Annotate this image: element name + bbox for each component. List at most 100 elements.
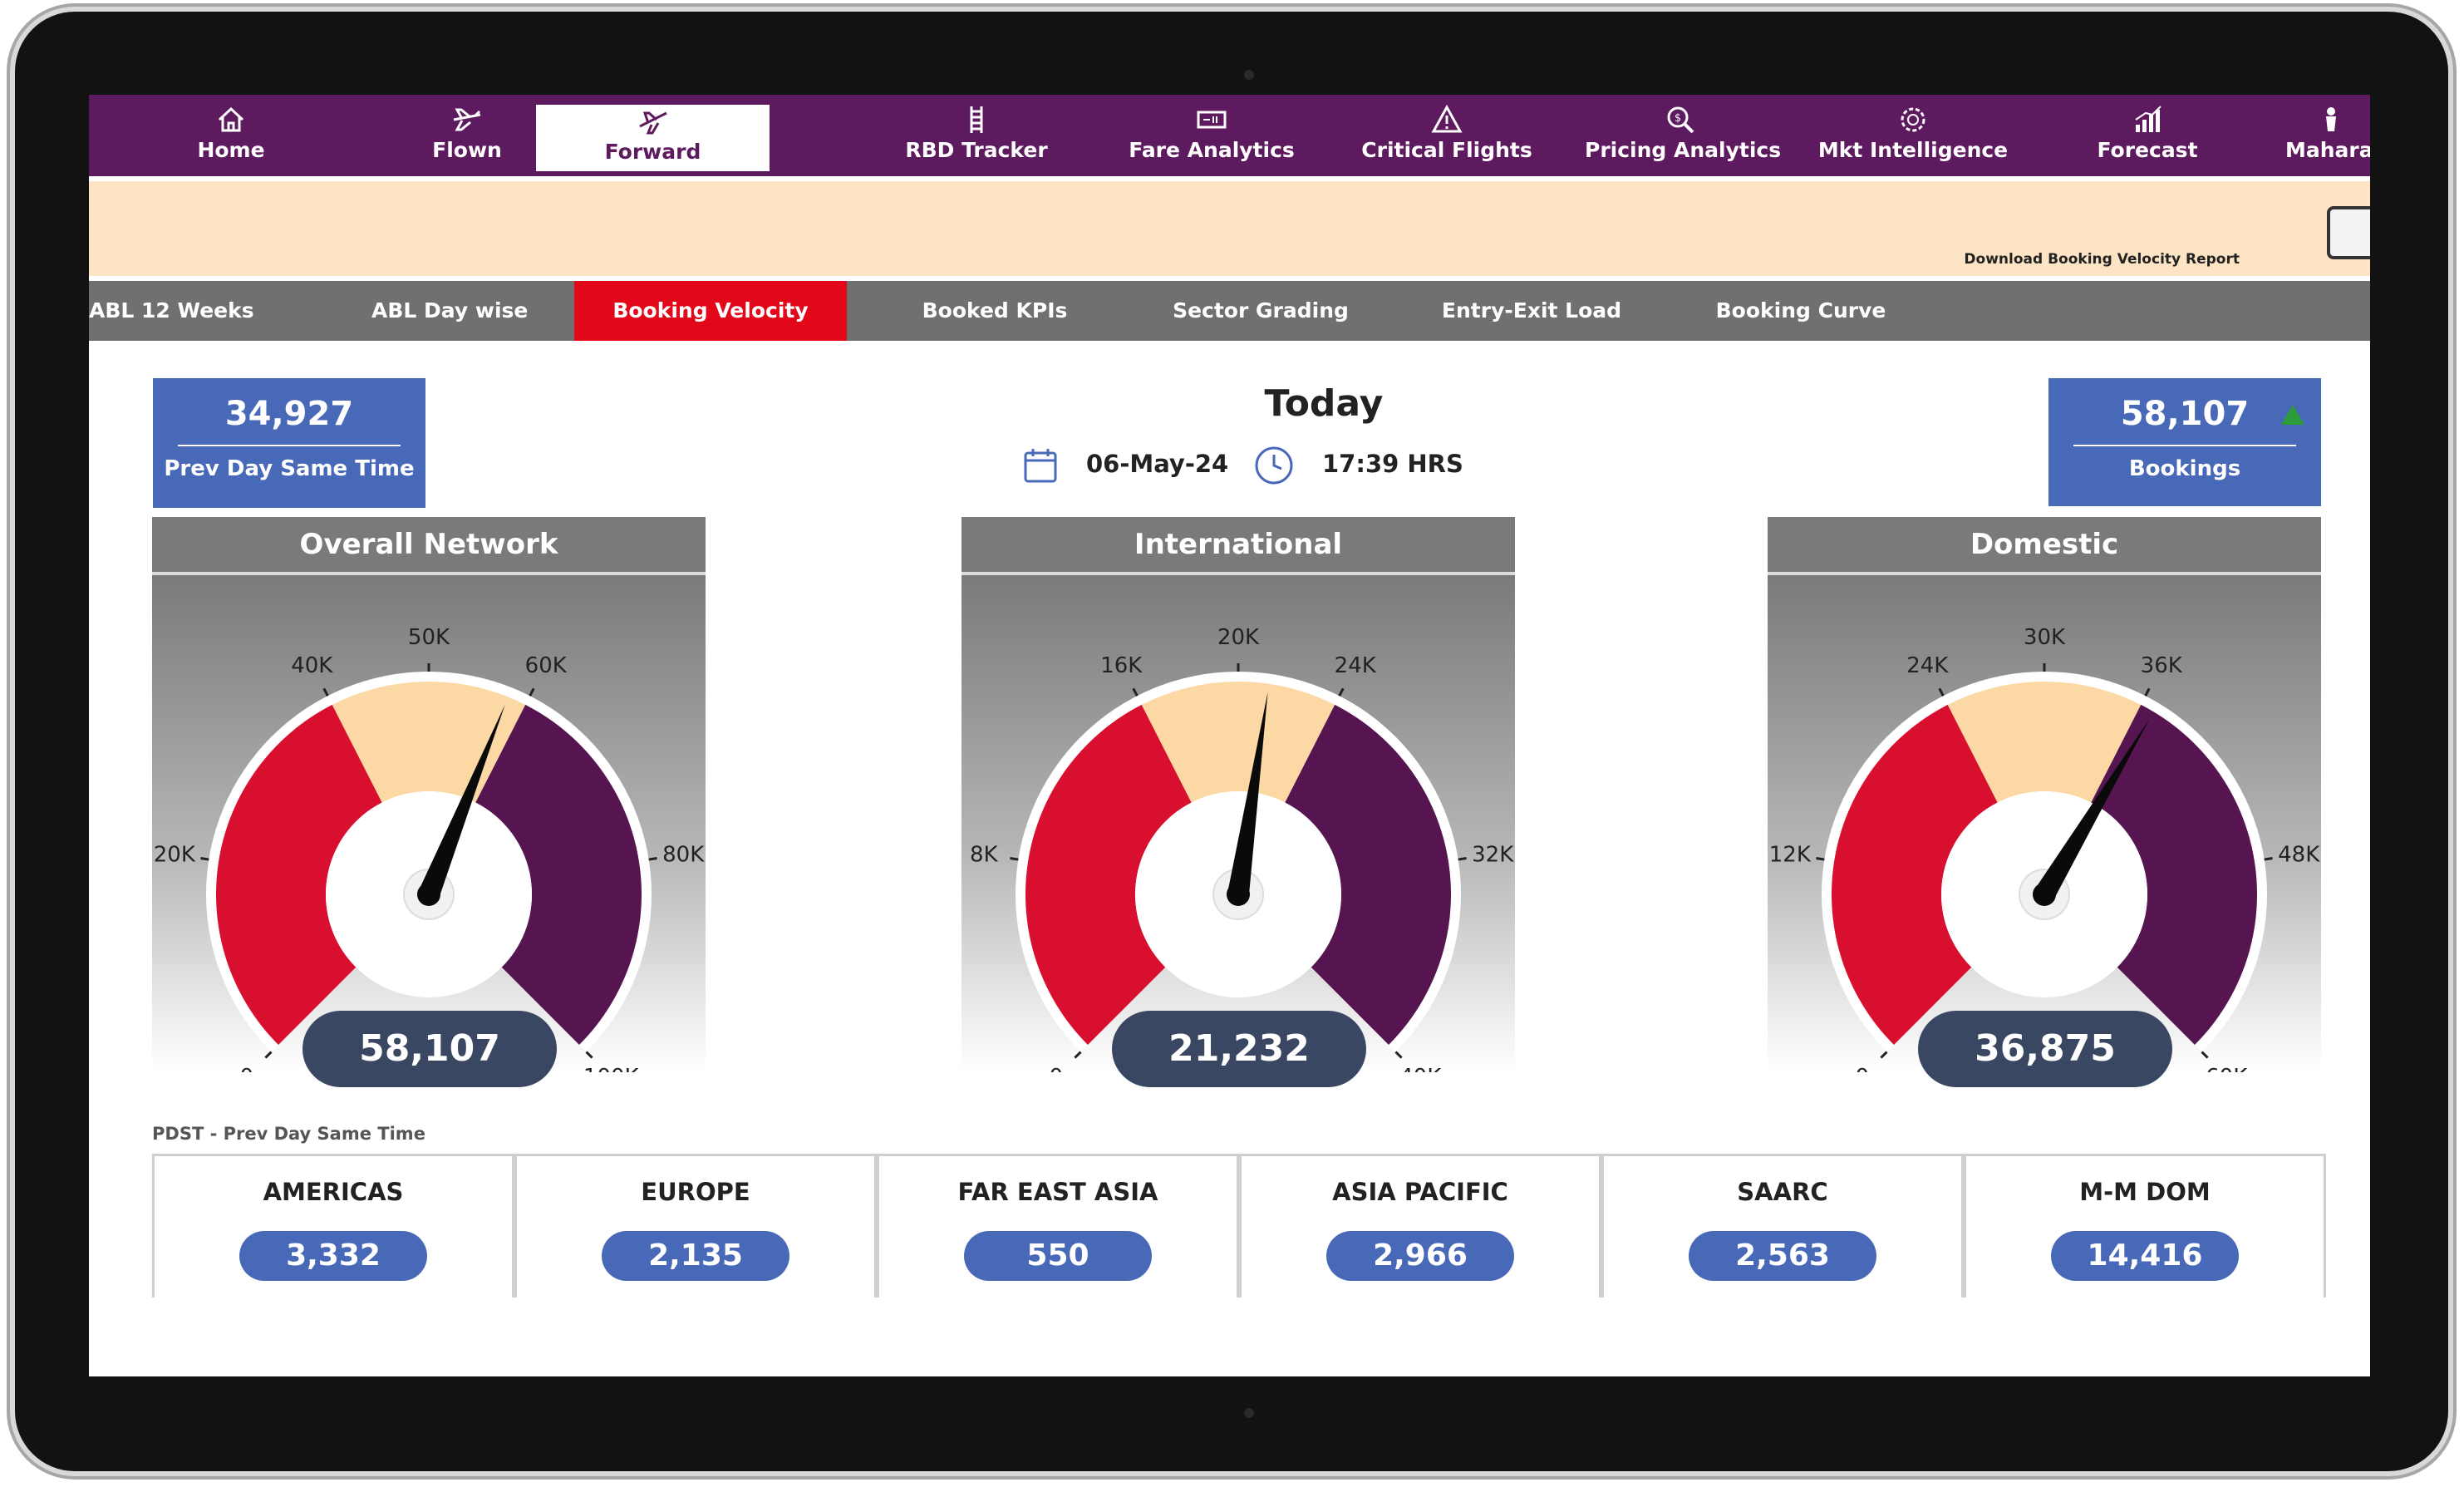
today-date: 06-May-24 [1086, 450, 1229, 478]
region-value: 3,332 [239, 1231, 427, 1281]
nav-fare-analytics-label: Fare Analytics [1129, 138, 1295, 162]
nav-flown[interactable]: Flown [371, 95, 563, 176]
region-name: M-M DOM [2079, 1178, 2211, 1206]
gauge-international: 0 8K 16K 20K 24K 32K 40K [962, 575, 1515, 1072]
ladder-icon [970, 106, 983, 133]
tab-booking-curve[interactable]: Booking Curve [1715, 298, 1886, 323]
gauge-overall-value: 58,107 [302, 1011, 557, 1087]
tab-entry-exit-load[interactable]: Entry-Exit Load [1441, 298, 1622, 323]
gauge-international-value: 21,232 [1112, 1011, 1366, 1087]
gauge-tick-label: 24K [1906, 653, 1949, 678]
gauge-tick-label: 8K [970, 843, 999, 868]
prev-day-label: Prev Day Same Time [164, 456, 415, 481]
gauge-band-low [1832, 704, 1998, 1046]
gauge-band-high [1285, 704, 1451, 1046]
gauge-tick [264, 1051, 273, 1059]
sensor-dot [1244, 1408, 1254, 1418]
gauge-band-mid [1947, 682, 2142, 803]
nav-pricing-analytics-label: Pricing Analytics [1585, 138, 1782, 162]
gauge-tick-label: 80K [662, 843, 705, 868]
download-report-link[interactable]: Download Booking Velocity Report [1964, 251, 2240, 268]
nav-flown-label: Flown [432, 138, 502, 162]
csv-download-icon[interactable] [2327, 206, 2370, 259]
region-name: AMERICAS [263, 1178, 404, 1206]
gauge-tick-label: 24K [1335, 653, 1377, 678]
nav-home[interactable]: Home [135, 95, 327, 176]
gauge-tick [200, 857, 209, 861]
gauge-needle-pivot [2033, 883, 2056, 906]
region-value: 14,416 [2051, 1231, 2239, 1281]
nav-fare-analytics[interactable]: Fare Analytics [1116, 95, 1307, 176]
gauge-tick [1458, 857, 1467, 861]
gauge-tick-label: 12K [1769, 843, 1812, 868]
region-card-europe: EUROPE 2,135 [514, 1154, 877, 1297]
gauge-tick-label: 20K [1217, 625, 1260, 650]
bookings-kpi-card: 58,107 Bookings [2048, 378, 2321, 506]
nav-forecast[interactable]: Forecast [2052, 95, 2243, 176]
nav-rbd-tracker[interactable]: RBD Tracker [881, 95, 1072, 176]
gauge-tick [1010, 857, 1019, 861]
gauge-tick-label: 20K [154, 843, 196, 868]
gauge-tick [648, 857, 657, 861]
gauge-needle [2034, 718, 2150, 900]
nav-critical-flights-label: Critical Flights [1361, 138, 1532, 162]
gauge-domestic-dial: 0 12K 24K 30K 36K 48K 60K [1769, 625, 2320, 1072]
tab-booked-kpis[interactable]: Booked KPIs [922, 298, 1068, 323]
gauge-tick [2201, 1051, 2209, 1059]
gauge-international-dial: 0 8K 16K 20K 24K 32K 40K [970, 625, 1514, 1072]
magnifier-dollar-icon: $ [1667, 106, 1694, 134]
nav-mkt-intelligence-label: Mkt Intelligence [1817, 138, 2009, 162]
region-card-far-east-asia: FAR EAST ASIA 550 [877, 1154, 1239, 1297]
gauge-tick [2264, 857, 2273, 861]
gauge-tick [2144, 687, 2151, 697]
plane-icon [453, 108, 481, 131]
tab-sector-grading[interactable]: Sector Grading [1173, 298, 1349, 323]
gauge-tick [1394, 1051, 1403, 1059]
region-name: FAR EAST ASIA [957, 1178, 1158, 1206]
gauge-tick [1816, 857, 1825, 861]
gauge-band-high [2091, 704, 2257, 1046]
gauge-tick-label: 32K [1472, 843, 1514, 868]
gauge-tick [1132, 687, 1139, 697]
gauge-needle [1227, 692, 1268, 896]
region-name: EUROPE [641, 1178, 750, 1206]
gauge-tick [322, 687, 329, 697]
prev-day-value: 34,927 [224, 395, 354, 433]
region-card-asia-pacific: ASIA PACIFIC 2,966 [1239, 1154, 1601, 1297]
region-value: 2,966 [1326, 1231, 1514, 1281]
home-icon [218, 106, 244, 132]
gauge-tick-label: 0 [240, 1065, 254, 1072]
gauge-band-low [1025, 704, 1192, 1046]
nav-critical-flights[interactable]: Critical Flights [1351, 95, 1542, 176]
nav-pricing-analytics[interactable]: $ Pricing Analytics [1585, 95, 1782, 176]
nav-forward[interactable]: Forward [536, 105, 770, 171]
nav-maharaja-label: Maharaja [2285, 138, 2370, 162]
region-card-m-m-dom: M-M DOM 14,416 [1964, 1154, 2326, 1297]
tab-booking-velocity[interactable]: Booking Velocity [574, 281, 847, 341]
gauge-tick-label: 0 [1050, 1065, 1064, 1072]
nav-rbd-tracker-label: RBD Tracker [905, 138, 1048, 162]
nav-mkt-intelligence[interactable]: Mkt Intelligence [1817, 95, 2009, 176]
nav-home-label: Home [197, 138, 265, 162]
gauge-band-low [216, 704, 382, 1046]
nav-maharaja[interactable]: Maharaja [2285, 95, 2370, 176]
gauge-tick-label: 48K [2278, 843, 2320, 868]
gauge-tick-label: 40K [1399, 1065, 1442, 1072]
gauge-band-mid [1141, 682, 1335, 803]
camera-dot [1244, 70, 1254, 80]
gauge-tick [529, 687, 535, 697]
gauge-domestic: 0 12K 24K 30K 36K 48K 60K [1768, 575, 2321, 1072]
today-heading: Today [1264, 382, 1384, 425]
gauge-overall-dial: 0 20K 40K 50K 60K 80K 100K [154, 625, 705, 1072]
region-value: 550 [964, 1231, 1152, 1281]
gauge-tick [585, 1051, 593, 1059]
trend-up-icon [2281, 405, 2304, 425]
gauge-tick-label: 100K [583, 1065, 640, 1072]
region-name: ASIA PACIFIC [1332, 1178, 1508, 1206]
ticket-icon [1197, 111, 1227, 129]
plane-forward-icon [638, 111, 667, 135]
tab-abl-day-wise[interactable]: ABL Day wise [371, 298, 529, 323]
region-value: 2,135 [602, 1231, 789, 1281]
gauge-tick [1880, 1051, 1888, 1059]
tab-abl-12-weeks[interactable]: ABL 12 Weeks [89, 298, 254, 323]
